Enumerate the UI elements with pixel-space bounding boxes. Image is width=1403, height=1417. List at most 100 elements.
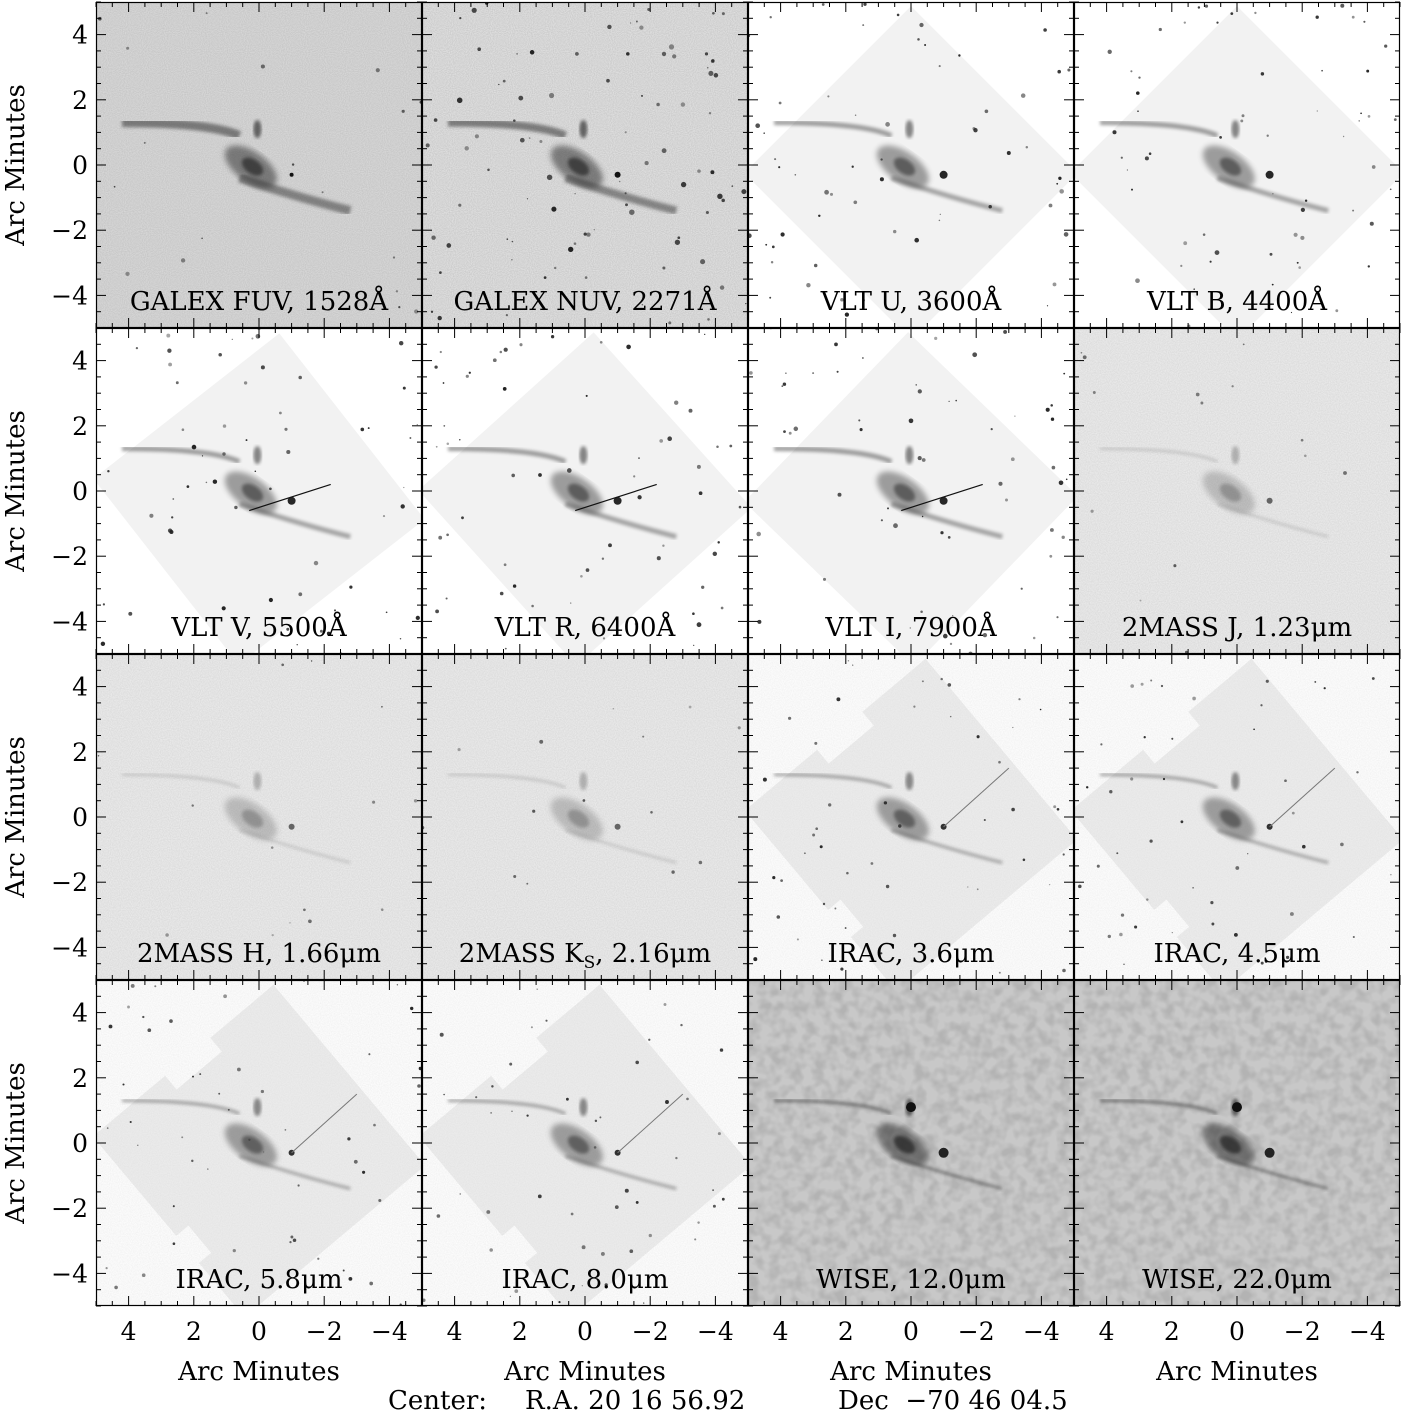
field-star (1285, 955, 1290, 960)
field-star (629, 22, 632, 24)
panel-ticks (95, 979, 423, 1307)
footer-center-label: Center: (388, 1386, 487, 1416)
field-star (348, 1277, 353, 1281)
panel-ticks (1073, 1, 1401, 329)
tidal-tail-east (448, 1099, 567, 1116)
x-tick-label: 2 (186, 1317, 202, 1346)
foreground-star (289, 172, 294, 177)
panel-image (748, 980, 1074, 1306)
field-star (846, 871, 849, 875)
field-star (1363, 20, 1366, 23)
field-star (1185, 650, 1188, 654)
field-star (594, 1119, 598, 1123)
diffraction-spike (575, 483, 657, 512)
galaxy-nucleus (241, 483, 264, 502)
y-tick-label: −4 (51, 607, 88, 636)
field-star (656, 102, 660, 107)
field-star (708, 111, 712, 115)
field-star (1371, 165, 1376, 169)
field-star (395, 290, 399, 293)
x-axis-title: Arc Minutes (1155, 1357, 1318, 1387)
field-star (512, 584, 517, 588)
field-star (719, 285, 725, 290)
field-star (618, 180, 621, 183)
field-star (1090, 509, 1094, 513)
field-star (717, 541, 720, 544)
field-star (1149, 839, 1153, 843)
panel-label: VLT I, 7900Å (824, 611, 997, 643)
field-star (1100, 743, 1103, 746)
field-star (822, 902, 826, 906)
field-star (668, 321, 672, 325)
field-star (342, 1269, 345, 1272)
field-star (231, 338, 233, 341)
field-star (554, 266, 557, 270)
field-star (624, 1188, 629, 1193)
field-star (385, 611, 388, 614)
field-star (601, 557, 605, 560)
field-star (1183, 21, 1186, 24)
image-panel: GALEX FUV, 1528Å (95, 1, 423, 329)
field-star (1289, 912, 1294, 916)
field-star (1315, 15, 1319, 19)
field-star (205, 481, 208, 484)
panel-ticks (1073, 653, 1401, 981)
field-star (1211, 922, 1215, 926)
tidal-tail-east (1100, 1099, 1219, 1116)
field-star (1062, 968, 1066, 973)
field-star (298, 592, 303, 597)
field-star (870, 862, 874, 865)
field-star (181, 428, 185, 431)
field-star (172, 1205, 175, 1208)
field-star (1173, 564, 1177, 568)
field-star (674, 239, 681, 245)
x-tick-label: 4 (1099, 1317, 1115, 1346)
field-star (1062, 853, 1065, 856)
image-panel: IRAC, 3.6μm (747, 653, 1075, 981)
field-star (1131, 188, 1133, 191)
field-star (1360, 112, 1362, 115)
tidal-tail-west (1216, 1154, 1329, 1191)
panel-ticks (747, 979, 1075, 1307)
galaxy-nucleus (241, 809, 264, 828)
field-star (697, 169, 701, 173)
panel-image (422, 980, 748, 1306)
field-star (1148, 152, 1152, 155)
field-star (1137, 110, 1139, 113)
field-star (375, 68, 380, 73)
field-star (281, 663, 285, 667)
field-star (1052, 282, 1057, 287)
field-star (909, 627, 912, 629)
panel-image (1074, 2, 1400, 328)
field-star (271, 933, 274, 937)
field-star (1003, 329, 1008, 334)
field-star (573, 242, 577, 245)
field-star (1010, 457, 1015, 462)
field-star (192, 1075, 194, 1078)
field-star (701, 585, 705, 589)
field-star (546, 174, 553, 181)
panel-ticks (95, 653, 423, 981)
field-star (749, 371, 753, 375)
field-star (947, 683, 952, 687)
field-star (143, 141, 146, 144)
field-star (1171, 931, 1173, 934)
field-star (378, 1198, 382, 1203)
tidal-tail-west (1216, 828, 1329, 865)
field-star (1266, 134, 1269, 137)
panel-label-text: WISE, 12.0μm (816, 1265, 1006, 1295)
image-panel: VLT V, 5500Å (95, 327, 423, 655)
field-star (536, 988, 538, 990)
foreground-star (287, 496, 296, 505)
field-star (1039, 708, 1042, 711)
field-star (1371, 677, 1375, 680)
field-star (626, 344, 631, 350)
field-star (599, 340, 603, 344)
field-star (570, 1212, 574, 1216)
field-star (135, 346, 139, 350)
field-star (1109, 790, 1113, 794)
panel-label: VLT U, 3600Å (820, 285, 1003, 317)
field-star (251, 337, 254, 340)
field-star (445, 597, 448, 600)
bright-source (906, 1102, 916, 1113)
